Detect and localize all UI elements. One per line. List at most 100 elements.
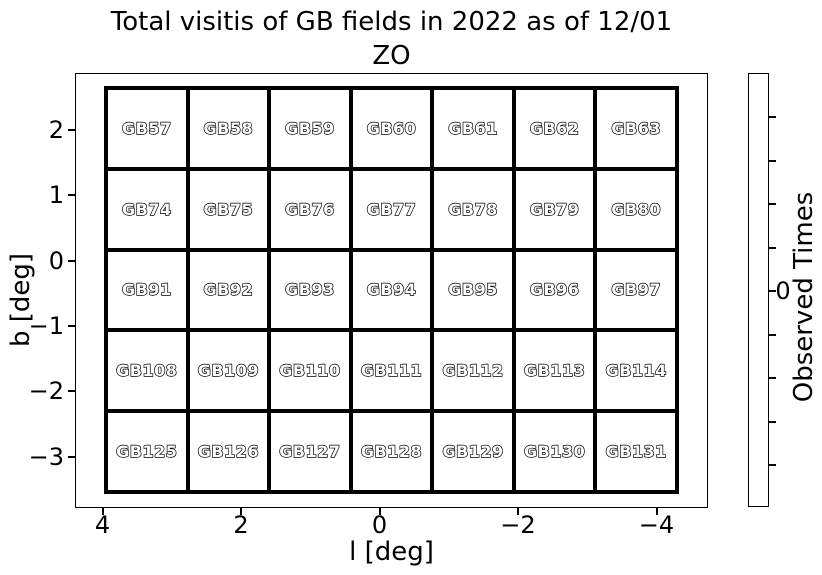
field-label: GB126: [197, 441, 259, 462]
field-label: GB91: [121, 280, 172, 300]
field-cell: GB76: [269, 168, 351, 250]
colorbar-tick-mark: [769, 203, 776, 205]
colorbar-tick-mark: [769, 116, 776, 118]
y-tick-mark: [68, 455, 75, 458]
field-label: GB59: [284, 118, 335, 138]
field-label: GB94: [366, 280, 417, 300]
x-tick-label: −4: [638, 511, 675, 539]
field-label: GB93: [284, 280, 335, 300]
field-cell: GB114: [595, 330, 677, 412]
field-label: GB74: [121, 199, 172, 219]
field-label: GB96: [529, 280, 580, 300]
field-label: GB78: [448, 199, 498, 219]
field-label: GB109: [197, 361, 259, 381]
field-label: GB113: [523, 361, 586, 381]
field-label: GB97: [611, 280, 661, 300]
colorbar-tick-mark: [769, 246, 776, 249]
colorbar-tick-mark: [769, 290, 776, 292]
field-cell: GB128: [350, 411, 433, 492]
x-tick-mark: [517, 508, 519, 515]
field-label: GB79: [529, 199, 580, 219]
field-label: GB80: [611, 199, 661, 219]
field-label: GB77: [366, 199, 417, 219]
field-cell: GB61: [432, 88, 514, 169]
field-cell: GB108: [106, 330, 188, 412]
field-label: GB129: [442, 441, 504, 462]
field-label: GB108: [115, 361, 178, 381]
field-cell: GB93: [269, 249, 351, 331]
colorbar-tick-mark: [769, 464, 776, 466]
y-tick-mark: [68, 259, 75, 262]
field-label: GB131: [605, 441, 667, 462]
chart-title: Total visitis of GB fields in 2022 as of…: [110, 7, 673, 37]
colorbar-tick-mark: [769, 159, 776, 162]
field-cell: GB74: [106, 168, 188, 250]
y-tick-label: −3: [28, 442, 64, 471]
y-tick-label: −1: [28, 311, 64, 340]
field-label: GB95: [448, 280, 498, 300]
field-cell: GB111: [350, 330, 433, 412]
y-tick-label: 1: [48, 181, 64, 209]
field-cell: GB59: [269, 88, 351, 169]
colorbar-tick-mark: [769, 333, 776, 336]
field-cell: GB60: [350, 88, 433, 169]
field-cell: GB57: [106, 88, 188, 169]
field-cell: GB110: [269, 330, 351, 412]
field-label: GB75: [203, 199, 254, 219]
colorbar-tick-label: 0: [775, 277, 791, 305]
field-cell: GB78: [432, 168, 514, 250]
y-tick-mark: [68, 390, 75, 392]
field-cell: GB126: [187, 411, 270, 492]
field-label: GB92: [203, 280, 254, 300]
field-cell: GB131: [595, 411, 677, 492]
field-cell: GB77: [350, 168, 433, 250]
field-grid: GB57 GB58 GB59 GB60 GB61 GB62 GB63 GB74 …: [104, 86, 679, 494]
y-tick-mark: [68, 324, 75, 327]
field-cell: GB79: [513, 168, 596, 250]
field-cell: GB109: [187, 330, 270, 412]
field-label: GB114: [605, 361, 667, 381]
field-cell: GB130: [513, 411, 596, 492]
field-cell: GB112: [432, 330, 514, 412]
colorbar-tick-mark: [769, 377, 776, 379]
y-tick-mark: [68, 129, 75, 131]
x-tick-label: 2: [233, 511, 249, 539]
field-cell: GB97: [595, 249, 677, 331]
field-label: GB111: [360, 361, 423, 381]
field-label: GB128: [360, 441, 423, 462]
x-axis-label: l [deg]: [349, 537, 434, 567]
field-cell: GB58: [187, 88, 270, 169]
field-label: GB57: [121, 118, 172, 138]
chart-subtitle: ZO: [372, 41, 411, 71]
x-tick-label: 4: [94, 511, 111, 539]
x-tick-mark: [240, 508, 242, 515]
colorbar: [748, 73, 769, 507]
field-label: GB127: [279, 441, 341, 462]
field-cell: GB75: [187, 168, 270, 250]
field-cell: GB62: [513, 88, 596, 169]
x-tick-label: −2: [500, 511, 536, 539]
field-label: GB58: [203, 118, 254, 138]
y-axis-label: b [deg]: [6, 252, 36, 348]
field-label: GB76: [284, 199, 335, 219]
y-tick-label: 2: [48, 116, 64, 144]
field-cell: GB95: [432, 249, 514, 331]
x-tick-mark: [655, 508, 658, 515]
field-cell: GB94: [350, 249, 433, 331]
field-cell: GB127: [269, 411, 351, 492]
field-label: GB110: [279, 361, 341, 381]
colorbar-label: Observed Times: [789, 191, 819, 403]
field-label: GB63: [611, 118, 661, 138]
y-tick-label: 0: [48, 246, 64, 275]
field-cell: GB96: [513, 249, 596, 331]
colorbar-tick-mark: [769, 420, 776, 423]
y-tick-mark: [68, 194, 75, 196]
field-cell: GB63: [595, 88, 677, 169]
field-cell: GB125: [106, 411, 188, 492]
field-label: GB62: [529, 118, 580, 138]
field-cell: GB113: [513, 330, 596, 412]
x-tick-mark: [101, 508, 104, 515]
field-cell: GB92: [187, 249, 270, 331]
field-cell: GB129: [432, 411, 514, 492]
